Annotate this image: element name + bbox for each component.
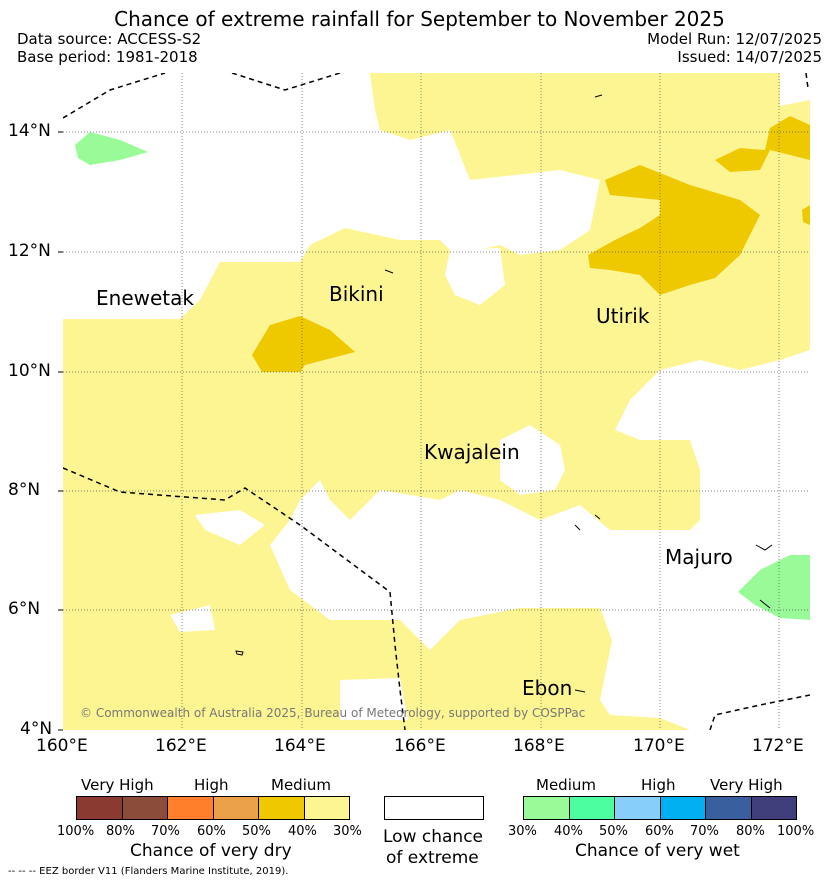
legend-swatch [167,796,214,820]
wet-pct-label: 80% [736,824,765,839]
dry-legend-label: Chance of very dry [130,841,292,861]
legend-swatch [258,796,305,820]
low-chance-swatch [384,796,484,820]
lat-tick-label: 8°N [8,480,41,500]
wet-legend-label: Chance of very wet [575,841,740,861]
lat-tick-label: 12°N [8,241,51,261]
lat-tick-label: 4°N [20,719,53,739]
legend-swatch [303,796,350,820]
legend-swatch [614,796,661,820]
dry-level-high: High [194,776,229,794]
lon-tick-label: 160°E [36,736,88,756]
place-majuro: Majuro [665,545,733,569]
legend-swatch [76,796,123,820]
data-source: Data source: ACCESS-S2 [17,30,202,48]
dry-level-medium: Medium [271,776,331,794]
dry-50-region [252,316,355,372]
wet-pct-label: 70% [690,824,719,839]
lon-tick-label: 162°E [155,736,207,756]
legend-swatch [212,796,259,820]
wet-pct-label: 30% [508,824,537,839]
lon-tick-label: 172°E [752,736,804,756]
lat-tick-label: 14°N [8,121,51,141]
lat-tick-label: 10°N [8,361,51,381]
copyright-notice: © Commonwealth of Australia 2025, Bureau… [80,706,586,720]
lon-tick-label: 168°E [513,736,565,756]
wet-medium-region [75,132,148,165]
chart-title: Chance of extreme rainfall for September… [114,7,725,31]
place-kwajalein: Kwajalein [424,440,520,464]
dry-pct-label: 80% [106,824,135,839]
dry-pct-label: 100% [57,824,95,839]
lon-tick-label: 170°E [633,736,685,756]
dry-pct-label: 60% [197,824,226,839]
lat-tick-label: 6°N [8,599,41,619]
wet-pct-label: 60% [645,824,674,839]
place-ebon: Ebon [522,676,573,700]
issued-date: Issued: 14/07/2025 [677,48,822,66]
eez-border [63,73,810,730]
legend-swatch [523,796,570,820]
place-bikini: Bikini [329,282,384,306]
wet-pct-label: 40% [554,824,583,839]
wet-pct-label: 100% [777,824,815,839]
legend-swatch [121,796,168,820]
legend-swatch [659,796,706,820]
dry-pct-label: 50% [242,824,271,839]
dry-pct-label: 70% [151,824,180,839]
wet-level-medium: Medium [536,776,596,794]
eez-note: -- -- -- EEZ border V11 (Flanders Marine… [8,866,289,877]
dry-level-very-high: Very High [81,776,154,794]
legend-swatch [568,796,615,820]
dry-pct-label: 40% [288,824,317,839]
model-run: Model Run: 12/07/2025 [647,30,822,48]
wet-level-very-high: Very High [710,776,783,794]
place-enewetak: Enewetak [96,286,194,310]
wet-pct-label: 50% [599,824,628,839]
lon-tick-label: 166°E [394,736,446,756]
low-chance-line2: of extreme [386,848,479,868]
wet-level-high: High [641,776,676,794]
place-utirik: Utirik [596,304,650,328]
dry-pct-label: 30% [333,824,362,839]
base-period: Base period: 1981-2018 [17,48,198,66]
low-chance-line1: Low chance [383,827,483,847]
legend-swatch [705,796,752,820]
legend-swatch [750,796,797,820]
lon-tick-label: 164°E [274,736,326,756]
